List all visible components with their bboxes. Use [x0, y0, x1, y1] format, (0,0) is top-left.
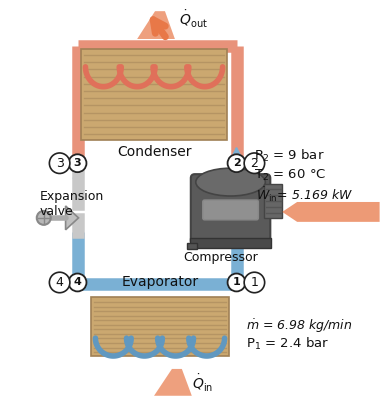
Polygon shape — [154, 369, 192, 396]
Circle shape — [37, 211, 51, 225]
FancyBboxPatch shape — [81, 49, 227, 141]
Text: $\dot{Q}_{\rm in}$: $\dot{Q}_{\rm in}$ — [192, 373, 213, 394]
Text: $\dot{m}$ = 6.98 kg/min: $\dot{m}$ = 6.98 kg/min — [246, 317, 353, 335]
FancyBboxPatch shape — [191, 174, 270, 245]
Text: Compressor: Compressor — [183, 251, 258, 264]
FancyBboxPatch shape — [190, 238, 271, 248]
Text: Expansion
valve: Expansion valve — [40, 190, 104, 218]
Polygon shape — [282, 202, 380, 222]
Polygon shape — [66, 206, 79, 230]
Text: P$_2$ = 9 bar: P$_2$ = 9 bar — [254, 148, 325, 164]
Text: T$_2$ = 60 °C: T$_2$ = 60 °C — [254, 168, 327, 183]
Text: 3: 3 — [74, 158, 81, 168]
FancyBboxPatch shape — [91, 297, 228, 356]
Circle shape — [228, 274, 246, 291]
Text: 1: 1 — [233, 278, 240, 287]
Text: P$_1$ = 2.4 bar: P$_1$ = 2.4 bar — [246, 336, 330, 352]
Ellipse shape — [196, 168, 265, 196]
Text: 4: 4 — [56, 276, 63, 289]
Text: 1: 1 — [251, 276, 258, 289]
FancyBboxPatch shape — [264, 184, 282, 218]
Text: 2: 2 — [251, 157, 258, 170]
Circle shape — [69, 154, 86, 172]
Text: $\dot{Q}_{\rm out}$: $\dot{Q}_{\rm out}$ — [179, 9, 208, 30]
Text: 4: 4 — [74, 278, 81, 287]
Text: 3: 3 — [56, 157, 63, 170]
Text: 2: 2 — [233, 158, 240, 168]
Circle shape — [228, 154, 246, 172]
FancyBboxPatch shape — [203, 200, 258, 220]
Text: Condenser: Condenser — [117, 145, 191, 159]
Text: $\dot{W}_{\rm in}$= 5.169 kW: $\dot{W}_{\rm in}$= 5.169 kW — [256, 185, 353, 204]
FancyBboxPatch shape — [187, 243, 197, 249]
Polygon shape — [137, 11, 175, 39]
Circle shape — [69, 274, 86, 291]
Text: Evaporator: Evaporator — [121, 276, 199, 289]
